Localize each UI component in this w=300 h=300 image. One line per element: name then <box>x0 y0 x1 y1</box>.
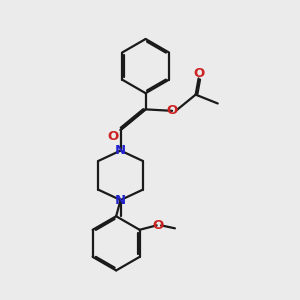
Text: O: O <box>193 67 204 80</box>
Text: O: O <box>152 219 164 232</box>
Text: N: N <box>115 194 126 207</box>
Text: O: O <box>167 104 178 117</box>
Text: O: O <box>107 130 118 143</box>
Text: N: N <box>115 144 126 157</box>
